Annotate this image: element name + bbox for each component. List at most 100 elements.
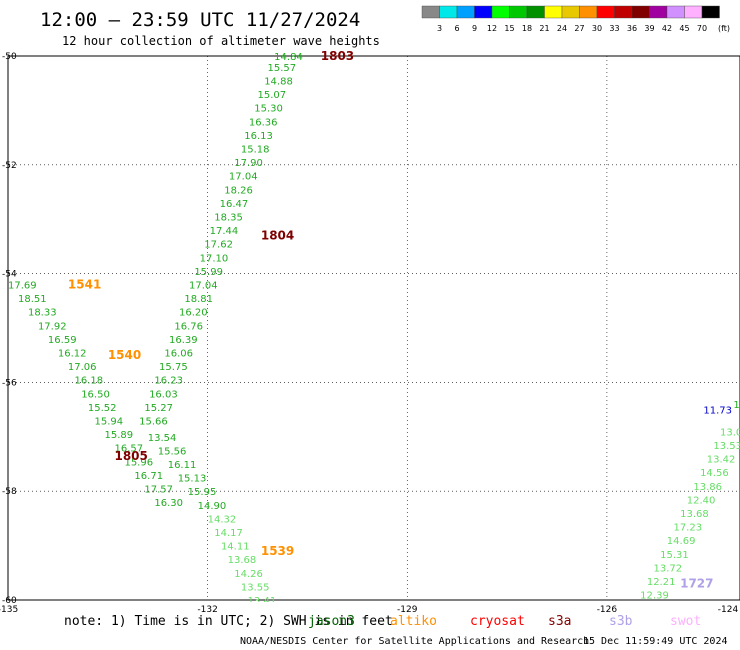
wave-height-label: 15.66	[139, 416, 168, 427]
wave-height-label: 17.62	[204, 240, 233, 251]
wave-height-label: 16.50	[81, 389, 110, 400]
wave-height-label: 14.90	[198, 501, 227, 512]
color-scale-swatch	[526, 5, 545, 19]
wave-height-label: 16.23	[154, 376, 183, 387]
mission-label-altiko: altiko	[390, 614, 437, 629]
color-scale-swatch	[579, 5, 598, 19]
color-scale-swatch	[561, 5, 580, 19]
wave-height-label: 15.95	[188, 487, 217, 498]
color-scale-label: 18	[522, 24, 532, 33]
y-tick-label: -56	[2, 378, 17, 388]
wave-height-label: 18.35	[214, 212, 243, 223]
wave-height-label: 13.39	[634, 604, 663, 615]
wave-height-label: 13.53	[713, 441, 740, 452]
color-scale-swatch	[439, 5, 458, 19]
wave-height-label: 12.11	[733, 400, 740, 411]
chart-title: 12:00 – 23:59 UTC 11/27/2024	[40, 9, 360, 31]
wave-height-label: 16.30	[154, 498, 183, 509]
pass-labels: 1803180415411540180515391726172715561311…	[68, 49, 714, 591]
color-scale-swatch	[701, 5, 720, 19]
color-scale-label: 24	[557, 24, 567, 33]
wave-height-label: 14.17	[214, 528, 243, 539]
wave-height-label: 18.33	[28, 308, 57, 319]
wave-height-label: 15.57	[268, 63, 297, 74]
wave-height-label: 17.69	[8, 280, 37, 291]
color-scale-swatch	[614, 5, 633, 19]
wave-height-label: 17.57	[144, 484, 173, 495]
wave-height-label: 15.27	[144, 403, 173, 414]
mission-label-jason3: jason3	[308, 614, 355, 629]
wave-height-label: 16.36	[249, 117, 278, 128]
color-scale-unit: (ft)	[718, 24, 730, 33]
wave-height-label: 15.96	[124, 457, 153, 468]
wave-height-label: 14.32	[208, 514, 237, 525]
color-scale-swatch	[491, 5, 510, 19]
wave-height-label: 18.51	[18, 294, 47, 305]
x-tick-label: -132	[197, 605, 217, 615]
wave-height-label: 13.72	[653, 563, 682, 574]
x-tick-label: -124	[718, 605, 739, 615]
wave-height-label: 15.52	[88, 403, 117, 414]
color-scale-swatch	[509, 5, 528, 19]
wave-height-label: 17.44	[210, 226, 239, 237]
color-scale-label: 30	[592, 24, 602, 33]
wave-height-label: 15.30	[254, 104, 283, 115]
pass-time-label: 1541	[68, 277, 101, 291]
wave-height-label: 17.06	[68, 362, 97, 373]
color-scale-label: 45	[679, 24, 689, 33]
wave-height-label: 16.03	[149, 389, 178, 400]
wave-height-label: 14.26	[234, 569, 263, 580]
pass-time-label: 1540	[108, 348, 141, 362]
wave-height-label: 16.20	[179, 308, 208, 319]
color-scale-swatch	[631, 5, 650, 19]
color-scale-legend: 3 6 9 12 15 18 21 24 27 30 33 36 39 42 45 70	[421, 5, 720, 33]
footer-credit: NOAA/NESDIS Center for Satellite Applica…	[240, 636, 589, 647]
wave-height-label: 13.68	[680, 509, 709, 520]
wave-height-label: 15.31	[660, 550, 689, 561]
pass-time-label: 1539	[261, 544, 294, 558]
mission-label-cryosat: cryosat	[470, 614, 525, 629]
x-tick-label: -129	[397, 605, 418, 615]
color-scale-label: 33	[609, 24, 619, 33]
wave-height-label: 13.68	[228, 555, 257, 566]
wave-height-label: 12.40	[687, 495, 716, 506]
wave-height-label: 14.11	[221, 542, 250, 553]
wave-height-label: 12.39	[640, 591, 669, 602]
plot-frame	[7, 55, 740, 601]
pass-time-label: 1727	[680, 577, 713, 591]
wave-height-label: 14.56	[700, 468, 729, 479]
wave-height-label: 16.71	[134, 471, 163, 482]
wave-height-label: 17.10	[200, 253, 229, 264]
color-scale-label: 6	[454, 24, 459, 33]
mission-legend: jason3 altiko cryosat s3a s3b swot	[308, 614, 701, 629]
wave-height-label: 15.56	[158, 446, 187, 457]
wave-height-label: 17.90	[234, 158, 263, 169]
wave-height-label: 16.13	[244, 131, 273, 142]
color-scale-label: 27	[574, 24, 584, 33]
color-scale-swatch	[544, 5, 563, 19]
note-text: note: 1) Time is in UTC; 2) SWH is in fe…	[64, 614, 393, 629]
wave-height-label: 15.89	[104, 430, 133, 441]
y-tick-label: -60	[2, 596, 17, 606]
wave-height-label: 11.73	[703, 406, 732, 417]
wave-height-label: 17.04	[189, 280, 218, 291]
color-scale-swatch	[456, 5, 475, 19]
pass-time-label: 1803	[321, 49, 354, 63]
color-scale-label: 15	[504, 24, 514, 33]
wave-height-label: 15.13	[178, 474, 207, 485]
wave-height-label: 18.26	[224, 185, 253, 196]
wave-height-label: 16.18	[75, 376, 104, 387]
color-scale-swatch	[684, 5, 703, 19]
wave-height-label: 13.86	[693, 482, 722, 493]
color-scale-label: 39	[644, 24, 654, 33]
wave-height-label: 15.99	[194, 267, 223, 278]
color-scale-label: 42	[662, 24, 672, 33]
wave-height-label: 13.54	[148, 433, 177, 444]
wave-height-label: 16.59	[48, 335, 77, 346]
wave-height-label: 15.07	[258, 90, 287, 101]
x-tick-label: -126	[597, 605, 618, 615]
wave-height-label: 17.04	[229, 172, 258, 183]
wave-height-label: 13.42	[707, 455, 736, 466]
